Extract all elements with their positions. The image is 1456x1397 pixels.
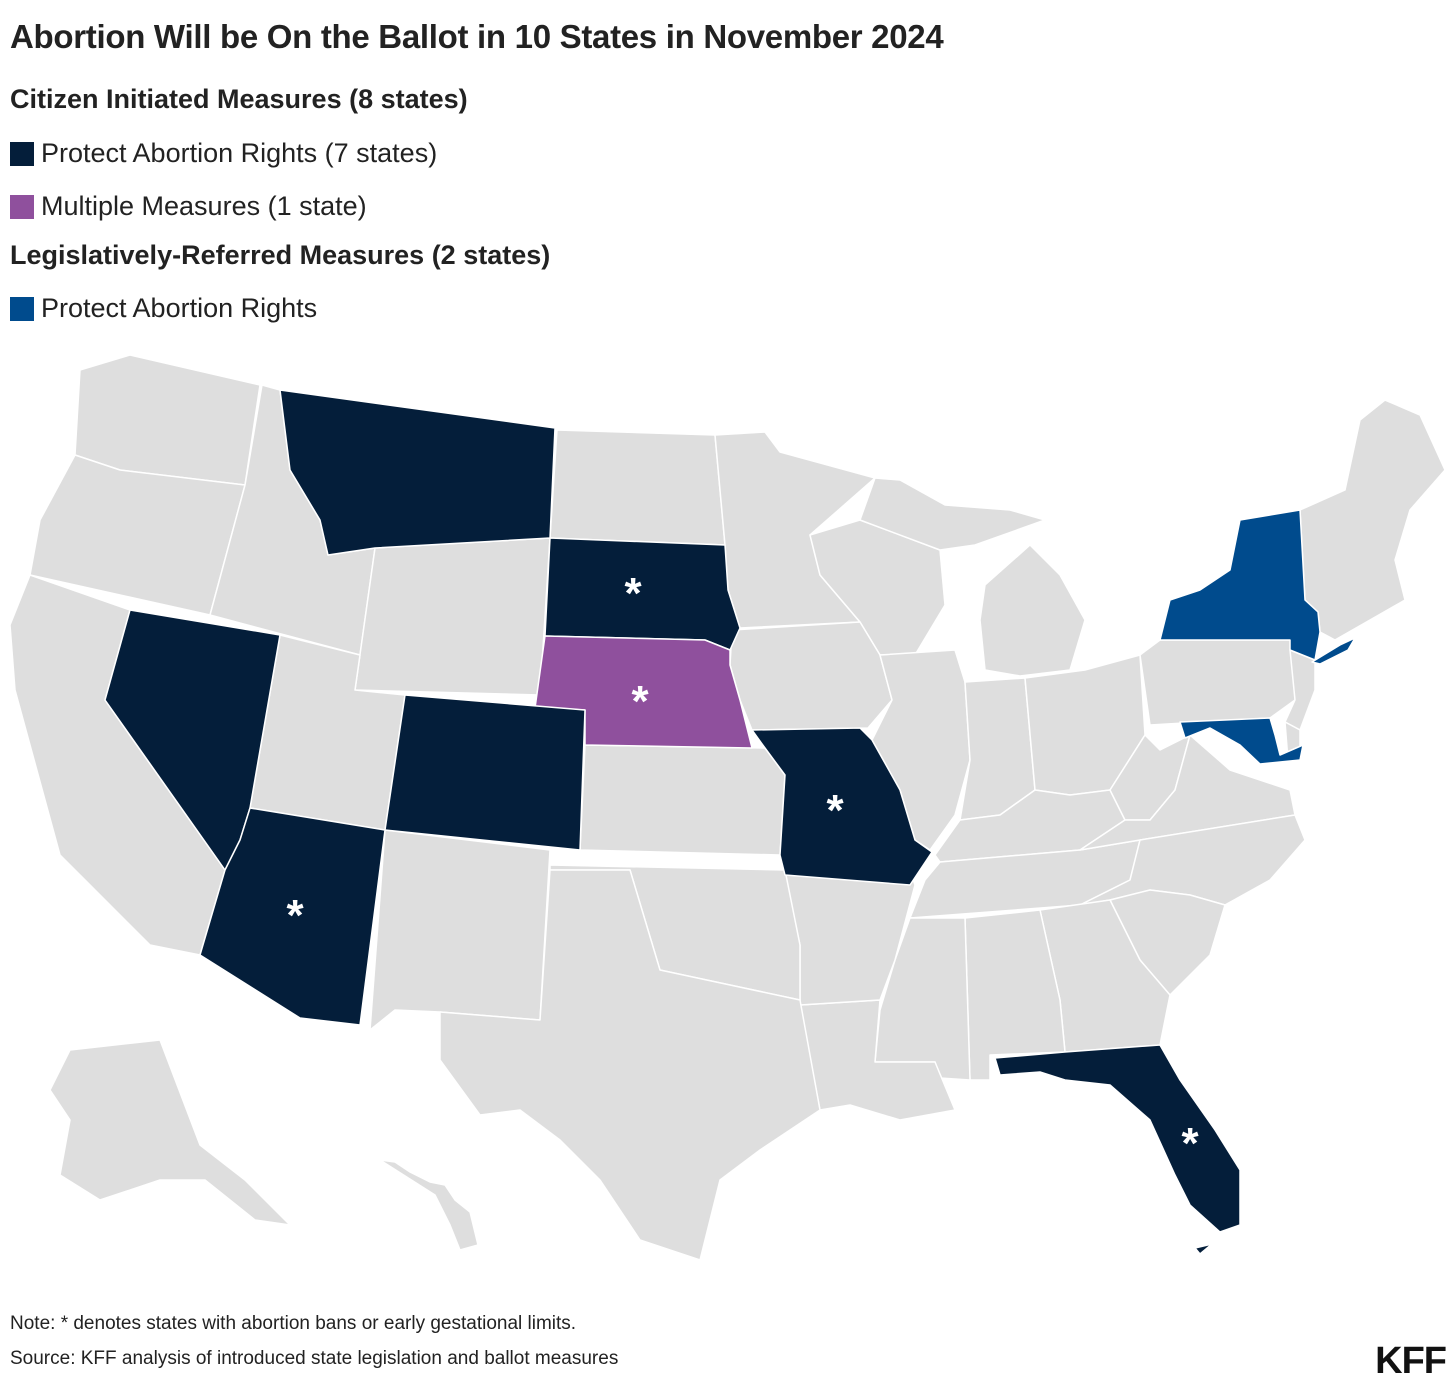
us-map: * * * * * <box>9 354 1446 1261</box>
star-south-dakota: * <box>624 569 642 618</box>
star-nebraska: * <box>631 677 649 726</box>
legend-label: Multiple Measures (1 state) <box>41 191 367 221</box>
state-alabama <box>964 909 1066 1081</box>
state-colorado <box>384 694 586 851</box>
state-iowa <box>729 621 893 731</box>
legend-item-legislative-protect: Protect Abortion Rights <box>10 293 317 324</box>
state-montana <box>279 389 556 556</box>
state-florida <box>994 1044 1241 1233</box>
state-arizona <box>199 807 386 1026</box>
state-new-england <box>1299 399 1446 641</box>
legend-label: Protect Abortion Rights (7 states) <box>41 138 438 168</box>
state-louisiana <box>799 999 956 1121</box>
footnote-source: Source: KFF analysis of introduced state… <box>10 1348 619 1369</box>
footnote-note: Note: * denotes states with abortion ban… <box>10 1313 577 1334</box>
legend-swatch-citizen-protect <box>10 141 34 166</box>
state-south-dakota <box>544 537 741 651</box>
state-long-island <box>1311 637 1356 665</box>
star-florida: * <box>1181 1119 1199 1168</box>
state-missouri <box>751 727 933 886</box>
state-pennsylvania <box>1139 639 1301 726</box>
state-texas <box>439 869 821 1261</box>
star-arizona: * <box>286 891 304 940</box>
star-missouri: * <box>826 786 844 835</box>
state-michigan <box>979 544 1086 677</box>
state-new-york <box>1159 509 1321 661</box>
legend-label: Protect Abortion Rights <box>41 293 318 323</box>
state-new-mexico <box>369 829 551 1031</box>
legend-swatch-legislative-protect <box>10 296 34 321</box>
state-kansas <box>579 744 786 856</box>
legend-item-citizen-protect: Protect Abortion Rights (7 states) <box>10 138 437 169</box>
state-michigan-upper <box>859 477 1046 551</box>
state-florida-keys <box>1194 1243 1213 1255</box>
state-hawaii <box>379 1159 479 1251</box>
state-alaska <box>49 1039 291 1226</box>
legend-heading-citizen: Citizen Initiated Measures (8 states) <box>10 84 468 114</box>
legend-item-multiple-measures: Multiple Measures (1 state) <box>10 191 367 222</box>
state-wyoming <box>354 537 551 696</box>
chart-title: Abortion Will be On the Ballot in 10 Sta… <box>10 18 944 55</box>
legend-swatch-multiple-measures <box>10 194 34 219</box>
state-maryland <box>1179 717 1304 765</box>
kff-logo: KFF <box>1375 1340 1447 1382</box>
state-north-dakota <box>549 429 726 546</box>
legend-heading-legislative: Legislatively-Referred Measures (2 state… <box>10 240 551 270</box>
